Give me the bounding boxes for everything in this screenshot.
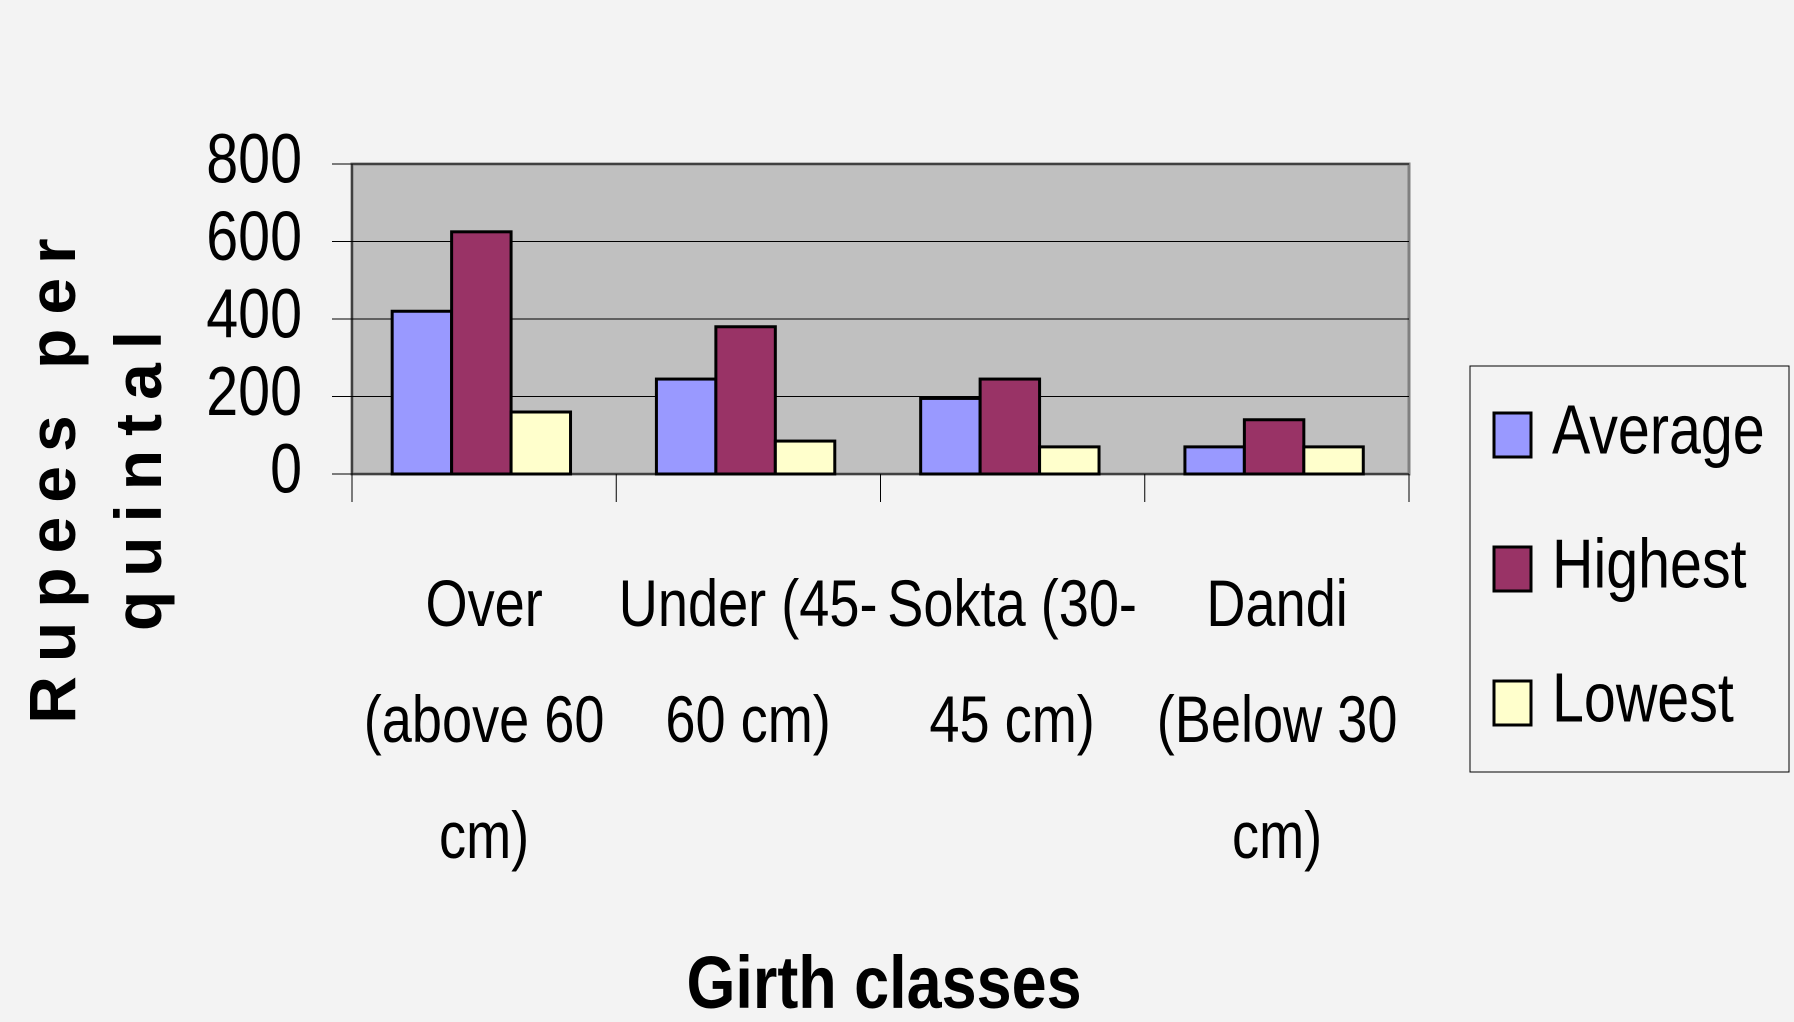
bar (919, 396, 982, 476)
bar (654, 377, 718, 476)
bar (1302, 445, 1365, 476)
x-tick-label: Over (above 60 cm) (363, 566, 605, 872)
bar (390, 309, 454, 476)
x-tick-label: Sokta (30-45 cm) (887, 566, 1138, 756)
y-tick-label: 800 (206, 119, 302, 198)
y-tick-label: 600 (206, 197, 302, 276)
legend-label: Lowest (1552, 658, 1734, 737)
y-tick-label: 400 (206, 274, 302, 353)
y-tick-label: 0 (270, 429, 302, 508)
legend-swatch (1492, 411, 1533, 459)
x-axis-title: Girth classes (686, 941, 1082, 1022)
y-axis-title: Price in Rupees per quintal (0, 224, 175, 724)
bar (450, 230, 513, 476)
bar (1183, 445, 1246, 476)
legend-label: Average (1552, 390, 1765, 469)
bar (714, 325, 777, 476)
legend-label: Highest (1552, 524, 1747, 603)
bar (509, 410, 573, 476)
x-tick-label: Under (45-60 cm) (619, 566, 878, 756)
x-tick-label: Dandi (Below 30 cm) (1156, 566, 1398, 872)
legend-swatch (1492, 679, 1533, 727)
bar (1242, 418, 1306, 476)
legend-swatch (1492, 545, 1533, 593)
bar (978, 377, 1042, 476)
bar (773, 439, 837, 476)
y-tick-label: 200 (206, 352, 302, 431)
bar (1038, 445, 1101, 476)
